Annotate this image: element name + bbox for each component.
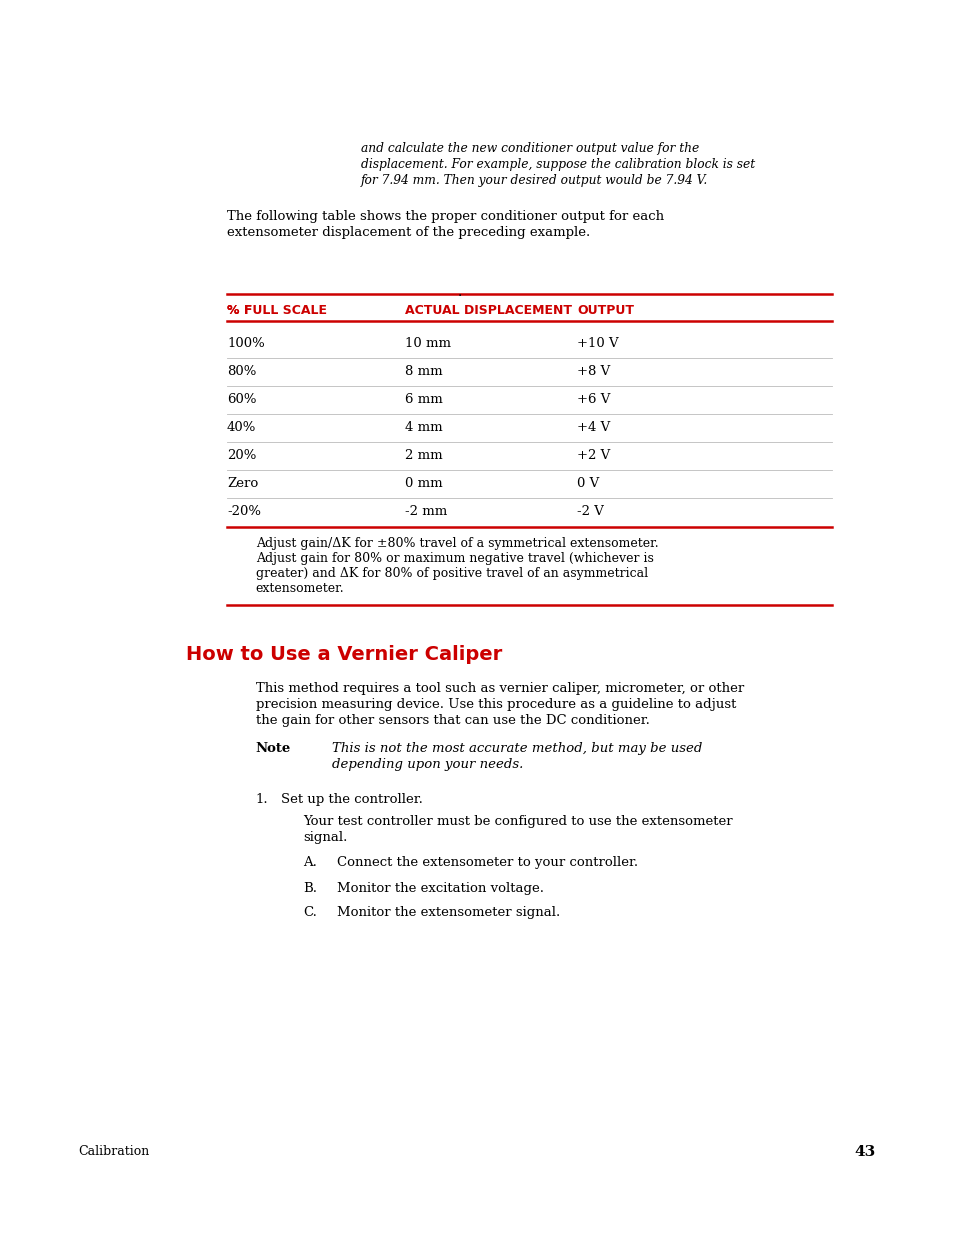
Text: Zero: Zero (227, 477, 258, 490)
Text: displacement. For example, suppose the calibration block is set: displacement. For example, suppose the c… (360, 158, 754, 170)
Text: 2 mm: 2 mm (405, 450, 442, 462)
Text: 80%: 80% (227, 366, 256, 378)
Text: C.: C. (303, 906, 317, 919)
Text: The following table shows the proper conditioner output for each: The following table shows the proper con… (227, 210, 663, 224)
Text: A.: A. (303, 856, 317, 869)
Text: -2 V: -2 V (577, 505, 603, 517)
Text: for 7.94 mm. Then your desired output would be 7.94 V.: for 7.94 mm. Then your desired output wo… (360, 174, 707, 186)
Text: % FULL SCALE: % FULL SCALE (227, 304, 327, 317)
Text: Monitor the extensometer signal.: Monitor the extensometer signal. (336, 906, 559, 919)
Text: .: . (457, 287, 461, 299)
Text: 0 V: 0 V (577, 477, 598, 490)
Text: Calibration: Calibration (78, 1145, 150, 1158)
Text: How to Use a Vernier Caliper: How to Use a Vernier Caliper (186, 645, 501, 664)
Text: % F: % F (227, 304, 253, 317)
Text: B.: B. (303, 882, 317, 895)
Text: precision measuring device. Use this procedure as a guideline to adjust: precision measuring device. Use this pro… (255, 698, 736, 711)
Text: 6 mm: 6 mm (405, 393, 443, 406)
Text: 100%: 100% (227, 337, 265, 350)
Text: depending upon your needs.: depending upon your needs. (332, 758, 523, 771)
Text: +4 V: +4 V (577, 421, 610, 433)
Text: extensometer displacement of the preceding example.: extensometer displacement of the precedi… (227, 226, 590, 240)
Text: signal.: signal. (303, 831, 348, 844)
Text: 1.: 1. (255, 793, 268, 806)
Text: greater) and ΔK for 80% of positive travel of an asymmetrical: greater) and ΔK for 80% of positive trav… (255, 567, 647, 580)
Text: Note: Note (255, 742, 291, 755)
Text: OUTPUT: OUTPUT (577, 304, 634, 317)
Text: This method requires a tool such as vernier caliper, micrometer, or other: This method requires a tool such as vern… (255, 682, 743, 695)
Text: 4 mm: 4 mm (405, 421, 442, 433)
Text: +10 V: +10 V (577, 337, 618, 350)
Text: Connect the extensometer to your controller.: Connect the extensometer to your control… (336, 856, 638, 869)
Text: Adjust gain for 80% or maximum negative travel (whichever is: Adjust gain for 80% or maximum negative … (255, 552, 653, 564)
Text: This is not the most accurate method, but may be used: This is not the most accurate method, bu… (332, 742, 701, 755)
Text: 0 mm: 0 mm (405, 477, 442, 490)
Text: -20%: -20% (227, 505, 261, 517)
Text: 10 mm: 10 mm (405, 337, 451, 350)
Text: ACTUAL DISPLACEMENT: ACTUAL DISPLACEMENT (405, 304, 572, 317)
Text: +8 V: +8 V (577, 366, 610, 378)
Text: 43: 43 (854, 1145, 875, 1158)
Text: +6 V: +6 V (577, 393, 610, 406)
Text: 20%: 20% (227, 450, 256, 462)
Text: 8 mm: 8 mm (405, 366, 442, 378)
Text: -2 mm: -2 mm (405, 505, 447, 517)
Text: Your test controller must be configured to use the extensometer: Your test controller must be configured … (303, 815, 732, 827)
Text: the gain for other sensors that can use the DC conditioner.: the gain for other sensors that can use … (255, 714, 649, 727)
Text: Adjust gain/ΔK for ±80% travel of a symmetrical extensometer.: Adjust gain/ΔK for ±80% travel of a symm… (255, 537, 658, 550)
Text: Set up the controller.: Set up the controller. (281, 793, 423, 806)
Text: extensometer.: extensometer. (255, 582, 344, 595)
Text: +2 V: +2 V (577, 450, 610, 462)
Text: Monitor the excitation voltage.: Monitor the excitation voltage. (336, 882, 543, 895)
Text: 60%: 60% (227, 393, 256, 406)
Text: and calculate the new conditioner output value for the: and calculate the new conditioner output… (360, 142, 699, 156)
Text: 40%: 40% (227, 421, 256, 433)
